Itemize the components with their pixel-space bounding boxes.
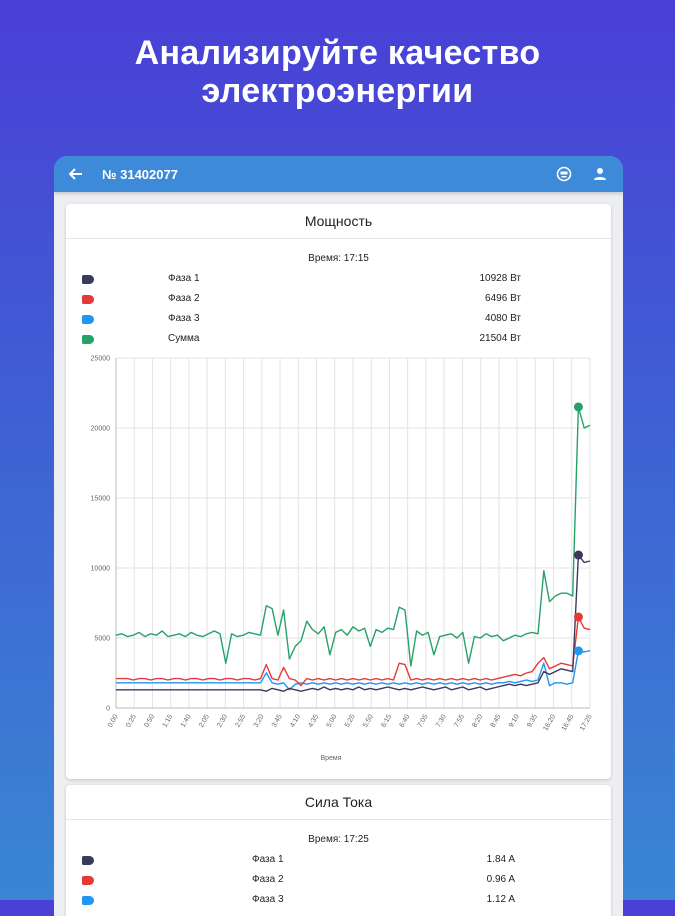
x-tick-label: 5:50 xyxy=(362,713,375,728)
legend-name: Фаза 1 xyxy=(252,854,284,865)
x-tick-label: 16:45 xyxy=(561,713,576,732)
legend-row-phase-2: Фаза 2 0.96 A xyxy=(66,871,611,891)
sum-swatch xyxy=(82,335,94,344)
current-legend: Фаза 1 1.84 A Фаза 2 0.96 A Фаза 3 1.12 … xyxy=(66,851,611,911)
y-tick-label: 5000 xyxy=(94,636,110,643)
x-tick-label: 6:15 xyxy=(380,713,393,728)
current-point-phase1 xyxy=(573,550,583,560)
legend-value: 4080 Вт xyxy=(485,313,521,324)
x-tick-label: 7:30 xyxy=(435,713,448,728)
power-panel: Мощность Время: 17:15 Фаза 1 10928 Вт Фа… xyxy=(66,204,611,779)
tablet-screen: № 31402077 Мощность Время: 17:15 Фаза 1 … xyxy=(54,156,623,916)
x-tick-label: 9:35 xyxy=(526,713,539,728)
y-tick-label: 0 xyxy=(106,706,110,713)
x-tick-label: 0:50 xyxy=(143,713,156,728)
x-tick-label: 0:25 xyxy=(125,713,138,728)
x-tick-label: 2:05 xyxy=(198,713,211,728)
legend-name: Фаза 2 xyxy=(252,874,284,885)
current-point-sum xyxy=(573,402,583,412)
account-icon xyxy=(594,168,606,180)
legend-row-phase-1: Фаза 1 1.84 A xyxy=(66,851,611,871)
legend-value: 1.84 A xyxy=(486,854,515,865)
current-time: Время: 17:25 xyxy=(308,834,369,845)
y-tick-label: 25000 xyxy=(91,356,111,363)
legend-row-sum: Сумма 21504 Вт xyxy=(66,330,611,350)
legend-name: Фаза 3 xyxy=(168,313,200,324)
x-tick-label: 4:10 xyxy=(289,713,302,728)
x-tick-label: 2:55 xyxy=(234,713,247,728)
x-tick-label: 17:25 xyxy=(579,713,594,732)
legend-row-phase-3: Фаза 3 1.12 A xyxy=(66,891,611,911)
x-tick-label: 3:45 xyxy=(271,713,284,728)
current-panel: Сила Тока Время: 17:25 Фаза 1 1.84 A Фаз… xyxy=(66,785,611,916)
headline-line-2: электроэнергии xyxy=(201,72,474,110)
x-tick-label: 0:00 xyxy=(107,713,120,728)
legend-value: 21504 Вт xyxy=(479,333,521,344)
back-button[interactable] xyxy=(66,164,86,184)
x-tick-label: 8:20 xyxy=(471,713,484,728)
x-tick-label: 3:20 xyxy=(253,713,266,728)
current-point-phase3 xyxy=(573,646,583,656)
legend-value: 0.96 A xyxy=(486,874,515,885)
meter-icon xyxy=(556,166,572,182)
current-title: Сила Тока xyxy=(66,785,611,820)
phase-2-swatch xyxy=(82,295,94,304)
x-tick-label: 9:10 xyxy=(508,713,521,728)
legend-name: Фаза 1 xyxy=(168,273,200,284)
phase-3-swatch xyxy=(82,315,94,324)
y-tick-label: 15000 xyxy=(91,496,111,503)
app-bar: № 31402077 xyxy=(54,156,623,192)
phase-1-swatch xyxy=(82,856,94,865)
arrow-left-icon xyxy=(69,168,82,180)
power-time: Время: 17:15 xyxy=(308,253,369,264)
series-line-phase3 xyxy=(116,649,591,691)
legend-value: 10928 Вт xyxy=(479,273,521,284)
legend-row-phase-2: Фаза 2 6496 Вт xyxy=(66,290,611,310)
x-tick-label: 1:40 xyxy=(180,713,193,728)
y-tick-label: 10000 xyxy=(91,566,111,573)
x-tick-label: 4:35 xyxy=(307,713,320,728)
legend-value: 6496 Вт xyxy=(485,293,521,304)
promo-headline: Анализируйте качество электроэнергии xyxy=(0,34,675,110)
x-tick-label: 8:45 xyxy=(490,713,503,728)
legend-row-phase-1: Фаза 1 10928 Вт xyxy=(66,270,611,290)
x-tick-label: 6:40 xyxy=(399,713,412,728)
headline-line-1: Анализируйте качество xyxy=(134,34,541,72)
x-tick-label: 5:25 xyxy=(344,713,357,728)
x-tick-label: 7:55 xyxy=(453,713,466,728)
legend-name: Фаза 2 xyxy=(168,293,200,304)
phase-2-swatch xyxy=(82,876,94,885)
x-axis-title: Время xyxy=(320,755,341,762)
power-chart: 0 5000 10000 15000 20000 25000 0:00 0:25 0:50 1:1… xyxy=(91,356,594,763)
x-tick-label: 7:05 xyxy=(417,713,430,728)
x-tick-label: 2:30 xyxy=(216,713,229,728)
x-tick-label: 5:00 xyxy=(326,713,339,728)
series-line-sum xyxy=(115,406,591,667)
legend-row-phase-3: Фаза 3 4080 Вт xyxy=(66,310,611,330)
x-tick-label: 1:15 xyxy=(162,713,175,728)
power-title: Мощность xyxy=(66,204,611,239)
phase-3-swatch xyxy=(82,896,94,905)
series-line-phase1 xyxy=(116,554,591,692)
legend-name: Сумма xyxy=(168,333,200,344)
phase-1-swatch xyxy=(82,275,94,284)
meter-button[interactable] xyxy=(553,163,575,185)
series-line-phase2 xyxy=(116,616,591,687)
x-tick-label: 16:20 xyxy=(542,713,557,732)
meter-title: № 31402077 xyxy=(102,166,178,182)
current-point-phase2 xyxy=(573,612,583,622)
account-button[interactable] xyxy=(589,163,611,185)
power-legend: Фаза 1 10928 Вт Фаза 2 6496 Вт Фаза 3 40… xyxy=(66,270,611,350)
y-tick-label: 20000 xyxy=(91,426,111,433)
